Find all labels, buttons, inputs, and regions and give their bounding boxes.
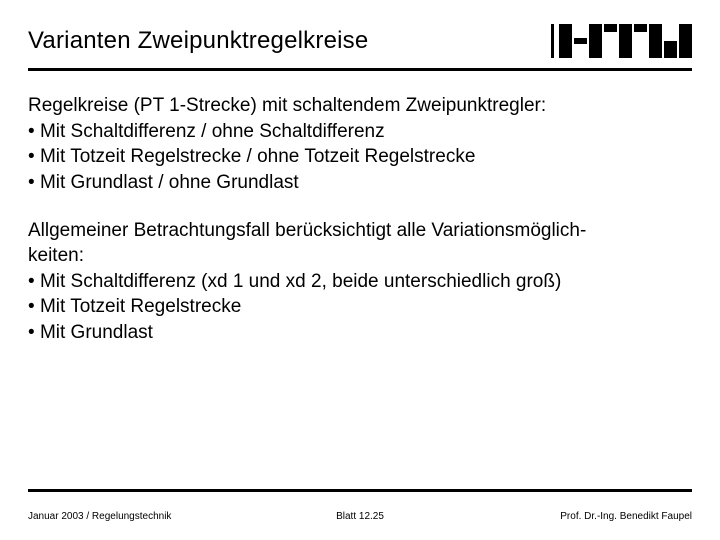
- bullet-item: Mit Grundlast / ohne Grundlast: [28, 170, 692, 196]
- footer-right: Prof. Dr.-Ing. Benedikt Faupel: [560, 511, 692, 522]
- logo-col-9: [679, 24, 692, 58]
- header-rule: [28, 68, 692, 71]
- bullet-item: Mit Totzeit Regelstrecke: [28, 294, 692, 320]
- footer-rule: [28, 489, 692, 492]
- logo-col-8: [664, 24, 677, 58]
- paragraph-1: Regelkreise (PT 1-Strecke) mit schaltend…: [28, 93, 692, 196]
- logo-col-1: [559, 24, 572, 58]
- para1-intro: Regelkreise (PT 1-Strecke) mit schaltend…: [28, 93, 692, 119]
- bullet-item: Mit Grundlast: [28, 320, 692, 346]
- logo-col-7: [649, 24, 662, 58]
- para1-bullets: Mit Schaltdifferenz / ohne Schaltdiffere…: [28, 119, 692, 196]
- bullet-item: Mit Totzeit Regelstrecke / ohne Totzeit …: [28, 144, 692, 170]
- logo-col-6: [634, 24, 647, 58]
- logo-col-5: [619, 24, 632, 58]
- paragraph-2: Allgemeiner Betrachtungsfall berücksicht…: [28, 218, 692, 346]
- logo-col-3: [589, 24, 602, 58]
- logo-col-4: [604, 24, 617, 58]
- slide: Varianten Zweipunktregelkreise Regelkrei…: [0, 0, 720, 540]
- logo-separator: [551, 24, 554, 58]
- logo-col-2: [574, 24, 587, 58]
- body: Regelkreise (PT 1-Strecke) mit schaltend…: [28, 93, 692, 346]
- header: Varianten Zweipunktregelkreise: [28, 24, 692, 58]
- para2-bullets: Mit Schaltdifferenz (xd 1 und xd 2, beid…: [28, 269, 692, 346]
- footer: Januar 2003 / Regelungstechnik Blatt 12.…: [28, 511, 692, 522]
- htw-logo: [551, 24, 692, 58]
- para2-intro-line1: Allgemeiner Betrachtungsfall berücksicht…: [28, 218, 692, 244]
- bullet-item: Mit Schaltdifferenz (xd 1 und xd 2, beid…: [28, 269, 692, 295]
- footer-left: Januar 2003 / Regelungstechnik: [28, 511, 171, 522]
- bullet-item: Mit Schaltdifferenz / ohne Schaltdiffere…: [28, 119, 692, 145]
- para2-intro-line2: keiten:: [28, 243, 692, 269]
- slide-title: Varianten Zweipunktregelkreise: [28, 27, 368, 55]
